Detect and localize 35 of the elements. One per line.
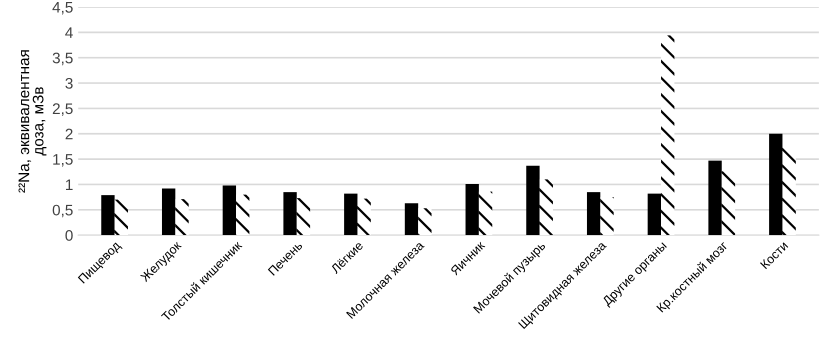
bar bbox=[101, 195, 115, 236]
y-tick-label: 1 bbox=[66, 179, 73, 190]
bar bbox=[661, 35, 674, 236]
bar bbox=[540, 179, 553, 236]
bar bbox=[344, 194, 358, 236]
bar bbox=[782, 147, 796, 236]
bar bbox=[708, 160, 722, 236]
y-tick-label: 2,5 bbox=[52, 103, 73, 116]
bar bbox=[222, 185, 236, 236]
bar bbox=[175, 199, 189, 236]
bar bbox=[114, 200, 128, 236]
y-axis-title: ²²Na, эквивалентная доза, мЗв bbox=[18, 50, 46, 193]
bar bbox=[418, 208, 432, 236]
bar bbox=[357, 198, 371, 236]
bar bbox=[236, 194, 250, 236]
y-tick-label: 2 bbox=[66, 128, 73, 140]
bar bbox=[769, 134, 782, 236]
bar bbox=[722, 171, 736, 236]
y-tick-label: 0,5 bbox=[52, 204, 73, 218]
y-tick-label: 3,5 bbox=[52, 52, 73, 66]
bar bbox=[162, 188, 176, 236]
bar bbox=[283, 192, 297, 236]
bar bbox=[526, 166, 540, 236]
y-tick-label: 4,5 bbox=[52, 2, 73, 15]
y-tick-label: 1,5 bbox=[53, 154, 73, 167]
bar bbox=[478, 192, 492, 236]
bar bbox=[586, 192, 600, 236]
y-tick-label: 0 bbox=[65, 230, 73, 241]
bar bbox=[404, 203, 418, 236]
bar bbox=[600, 197, 614, 236]
y-tick-label: 3 bbox=[65, 78, 73, 89]
bar bbox=[648, 194, 662, 236]
bar bbox=[296, 198, 310, 236]
bar bbox=[466, 184, 479, 236]
y-tick-label: 4 bbox=[65, 27, 73, 38]
